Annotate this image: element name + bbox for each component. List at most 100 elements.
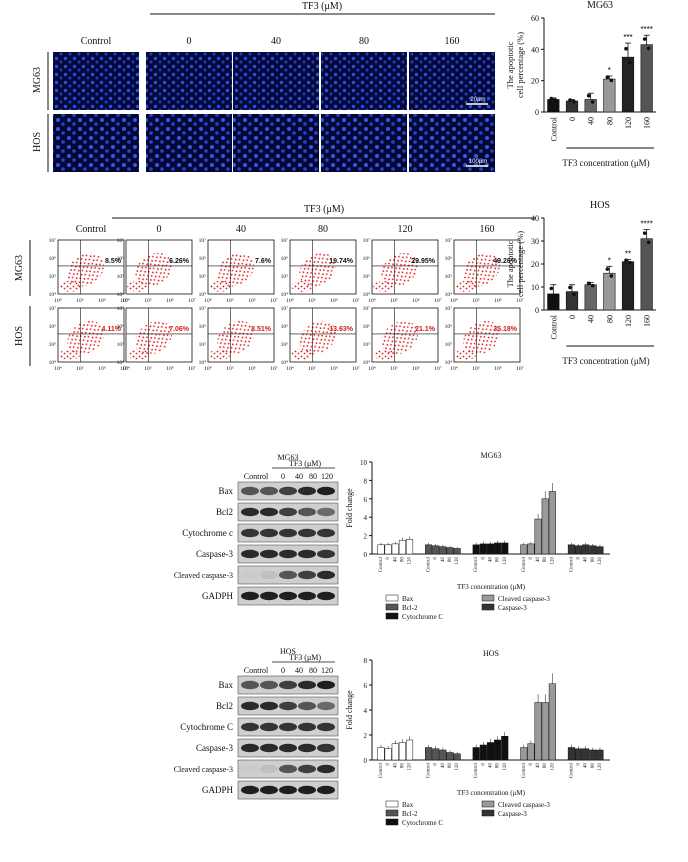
hos-blot-band bbox=[279, 785, 297, 795]
apoptosis-mg63-x-tick-label: Control bbox=[549, 116, 558, 141]
western-quant-hos-x-tick-label: 80 bbox=[543, 763, 548, 769]
flow-apoptotic-percent: 21.1% bbox=[415, 326, 436, 333]
mg63-protein-label: Cleaved caspase-3 bbox=[174, 571, 233, 580]
flow-apoptotic-percent: 35.18% bbox=[493, 326, 518, 333]
western-quant-hos-bar-cleaved-caspase-3 bbox=[534, 702, 542, 761]
hos-protein-label: Bcl2 bbox=[216, 701, 233, 711]
tf3-group-label-flow: TF3 (μM) bbox=[304, 204, 344, 215]
western-quant-hos-x-tick-label: 80 bbox=[400, 763, 405, 769]
western-quant-hos-legend-swatch bbox=[481, 800, 495, 808]
flow-x-tick: 10⁵ bbox=[308, 366, 316, 372]
western-quant-hos-x-tick-label: 40 bbox=[441, 763, 446, 769]
western-quant-mg63-bar-cytochrome-c bbox=[486, 543, 495, 555]
mg63-blot-band bbox=[241, 486, 259, 496]
western-quant-mg63-bar-bcl-2 bbox=[432, 545, 440, 555]
mg63-blot-band bbox=[298, 507, 316, 517]
mg63-blot-band bbox=[279, 528, 297, 538]
apoptosis-mg63-bar-80 bbox=[603, 78, 616, 113]
mg63-blot-band bbox=[260, 486, 278, 496]
mg63-blot-band bbox=[279, 549, 297, 559]
flow-apoptotic-percent: 7.06% bbox=[169, 326, 190, 333]
flow-apoptotic-percent: 8.5% bbox=[105, 258, 122, 265]
image-hos-160 bbox=[409, 114, 495, 172]
flow-x-tick: 10⁴ bbox=[204, 366, 212, 372]
flow-scatter-cloud bbox=[135, 252, 173, 287]
hos-blot-band bbox=[298, 764, 316, 774]
mg63-protein-label: Bcl2 bbox=[216, 507, 233, 517]
image-mg63-40 bbox=[233, 52, 319, 110]
flow-scatter-cloud bbox=[463, 320, 501, 355]
flow-x-tick: 10⁵ bbox=[226, 298, 234, 304]
apoptosis-hos-data-point bbox=[624, 258, 628, 263]
flow-y-tick: 10⁷ bbox=[199, 238, 207, 244]
flow-y-tick: 10⁶ bbox=[363, 256, 371, 262]
western-quant-mg63-x-tick-label: 0 bbox=[481, 557, 486, 560]
mg63-blot-band bbox=[260, 591, 278, 601]
western-quant-hos-bar-cytochrome-c bbox=[479, 744, 487, 761]
mg63-blot-band bbox=[279, 507, 297, 517]
mg63-lane-label: 40 bbox=[295, 472, 303, 481]
mg63-blot-band bbox=[317, 507, 335, 517]
western-quant-mg63-x-tick-label: 120 bbox=[598, 557, 603, 565]
hos-blot-band bbox=[298, 785, 316, 795]
flow-y-tick: 10⁷ bbox=[49, 306, 57, 312]
hos-blot-band bbox=[317, 785, 335, 795]
western-quant-hos-legend-label: Cytochrome C bbox=[402, 819, 443, 827]
hos-blot-band bbox=[279, 764, 297, 774]
western-quant-hos-bar-bax bbox=[377, 747, 385, 761]
mg63-blot-title: MG63 bbox=[278, 453, 299, 462]
flow-x-tick: 10⁴ bbox=[54, 298, 62, 304]
western-quant-hos-legend-swatch bbox=[385, 818, 399, 826]
western-quant-hos-y-axis-label: Fold change bbox=[345, 690, 354, 730]
flow-x-tick: 10⁷ bbox=[516, 298, 524, 304]
western-quant-hos-bar-caspase-3 bbox=[575, 748, 583, 761]
hos-blot-band bbox=[317, 680, 335, 690]
image-hos-0 bbox=[146, 114, 232, 172]
apoptosis-hos-significance: ** bbox=[625, 249, 631, 258]
flow-apoptotic-percent: 49.26% bbox=[493, 258, 518, 265]
hos-blot-band bbox=[241, 764, 259, 774]
western-quant-hos-x-tick-label: Control bbox=[522, 762, 527, 778]
panel-b-flow-cytometry: TF3 (μM) MG63 HOS Control 0 40 80 120 160 8.5%… bbox=[14, 204, 536, 372]
hos-blot-band bbox=[241, 722, 259, 732]
mg63-blot-band bbox=[241, 528, 259, 538]
flow-y-tick: 10⁶ bbox=[199, 256, 207, 262]
western-quant-mg63-y-tick-label: 0 bbox=[364, 551, 368, 559]
flow-y-tick: 10⁵ bbox=[199, 274, 207, 280]
flow-x-tick: 10⁴ bbox=[54, 366, 62, 372]
flow-x-tick: 10⁶ bbox=[166, 366, 174, 372]
western-quant-mg63-bar-cleaved-caspase-3 bbox=[520, 544, 528, 555]
panel-a-fluorescence: TF3 (μM) Control 0 40 80 160 MG63 HOS 20… bbox=[32, 1, 495, 172]
flow-y-tick: 10⁷ bbox=[281, 306, 289, 312]
apoptosis-mg63-y-axis-label: The apoptoticcell percentage (%) bbox=[505, 32, 525, 98]
flow-x-tick: 10⁵ bbox=[76, 298, 84, 304]
flow-scatter-cloud-low bbox=[373, 349, 395, 360]
apoptosis-hos-data-point bbox=[590, 283, 595, 288]
flow-x-tick: 10⁵ bbox=[76, 366, 84, 372]
flow-x-tick: 10⁵ bbox=[144, 366, 152, 372]
apoptosis-mg63-data-point bbox=[646, 46, 651, 51]
flow-x-tick: 10⁶ bbox=[248, 298, 256, 304]
hos-lane-label: Control bbox=[244, 666, 269, 675]
apoptosis-hos-x-tick-label: 120 bbox=[624, 315, 633, 327]
flow-column-label-40: 40 bbox=[236, 224, 246, 235]
apoptosis-mg63-data-point bbox=[572, 99, 576, 104]
apoptosis-mg63-x-axis-label: TF3 concentration (μM) bbox=[562, 158, 649, 168]
apoptosis-hos-y-tick-label: 30 bbox=[531, 237, 539, 246]
flow-y-tick: 10⁵ bbox=[363, 342, 371, 348]
flow-scatter-cloud bbox=[67, 320, 105, 355]
flow-y-tick: 10⁵ bbox=[445, 274, 453, 280]
flow-x-tick: 10⁶ bbox=[248, 366, 256, 372]
flow-y-tick: 10⁴ bbox=[49, 292, 57, 298]
western-quant-mg63-bar-cleaved-caspase-3 bbox=[541, 498, 549, 555]
apoptosis-mg63-data-point bbox=[590, 100, 595, 104]
flow-y-tick: 10⁵ bbox=[281, 342, 289, 348]
hos-protein-label: Bax bbox=[219, 680, 234, 690]
western-quant-hos-y-tick-label: 2 bbox=[364, 732, 368, 740]
western-quant-mg63-legend-label: Cleaved caspase-3 bbox=[498, 595, 550, 603]
flow-scatter-cloud bbox=[381, 252, 419, 287]
western-quant-mg63-x-tick-label: 120 bbox=[455, 557, 460, 565]
western-quant-mg63-bar-cleaved-caspase-3 bbox=[534, 518, 542, 555]
western-quant-hos-bar-caspase-3 bbox=[567, 747, 575, 761]
western-quant-hos-x-tick-label: 80 bbox=[591, 763, 596, 769]
